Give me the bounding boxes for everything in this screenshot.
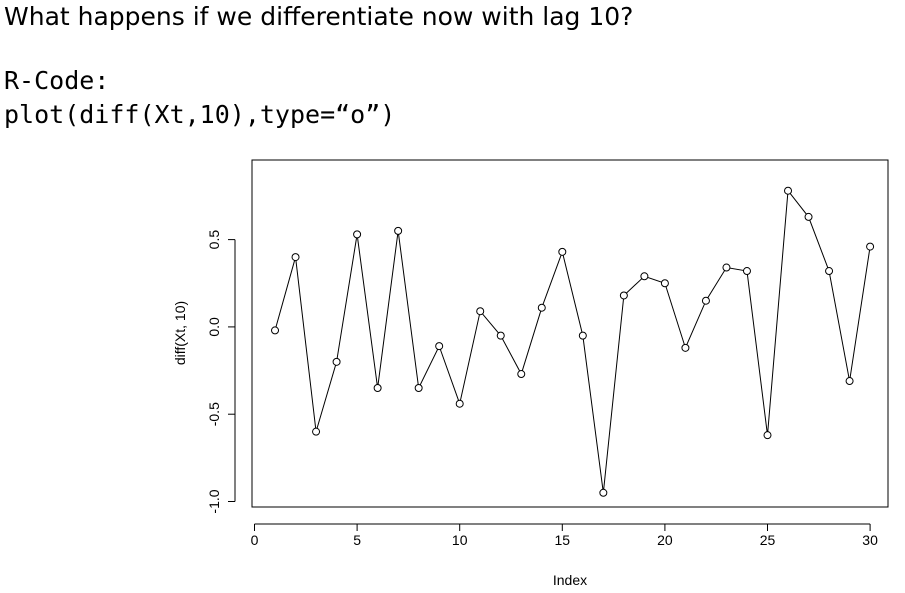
plot-frame <box>251 159 889 508</box>
code-line: plot(diff(Xt,10),type=“o”) <box>4 100 396 129</box>
x-axis: 0 5 10 15 20 25 30 <box>251 523 878 548</box>
data-point <box>763 431 772 440</box>
data-point <box>722 263 731 272</box>
data-point <box>496 331 505 340</box>
data-point <box>866 242 875 251</box>
x-tick-label: 10 <box>452 532 468 548</box>
data-point <box>353 230 362 239</box>
data-point <box>804 212 813 221</box>
data-point <box>291 253 300 262</box>
y-tick-label: 0.5 <box>206 230 222 250</box>
y-tick-label: -1.0 <box>206 489 222 513</box>
data-point <box>435 342 444 351</box>
data-point <box>455 399 464 408</box>
data-point <box>558 247 567 256</box>
data-point <box>619 291 628 300</box>
data-point <box>271 326 280 335</box>
data-point <box>784 186 793 195</box>
series-line <box>274 189 871 493</box>
data-point <box>414 384 423 393</box>
data-point <box>332 357 341 366</box>
y-tick-label: -0.5 <box>206 402 222 426</box>
data-point <box>517 370 526 379</box>
data-point <box>845 377 854 386</box>
x-axis-label: Index <box>553 572 587 588</box>
data-point <box>394 226 403 235</box>
data-point <box>825 267 834 276</box>
x-tick-label: 20 <box>657 532 673 548</box>
data-point <box>373 384 382 393</box>
slide-question: What happens if we differentiate now wit… <box>4 2 634 31</box>
data-point <box>476 307 485 316</box>
y-axis-label: diff(Xt, 10) <box>172 301 188 365</box>
x-tick-label: 25 <box>760 532 776 548</box>
x-tick-label: 15 <box>555 532 571 548</box>
data-point <box>681 343 690 352</box>
x-tick-label: 0 <box>251 532 259 548</box>
data-point <box>742 267 751 276</box>
data-point <box>537 303 546 312</box>
y-axis: -1.0 -0.5 0.0 0.5 <box>206 230 236 514</box>
data-point <box>640 272 649 281</box>
data-point <box>599 488 608 497</box>
data-point <box>578 331 587 340</box>
code-label: R-Code: <box>4 66 110 95</box>
data-point <box>312 427 321 436</box>
data-point <box>660 279 669 288</box>
x-tick-label: 5 <box>353 532 361 548</box>
x-tick-label: 30 <box>862 532 878 548</box>
y-tick-label: 0.0 <box>206 317 222 337</box>
series-markers <box>271 186 875 497</box>
data-point <box>701 296 710 305</box>
